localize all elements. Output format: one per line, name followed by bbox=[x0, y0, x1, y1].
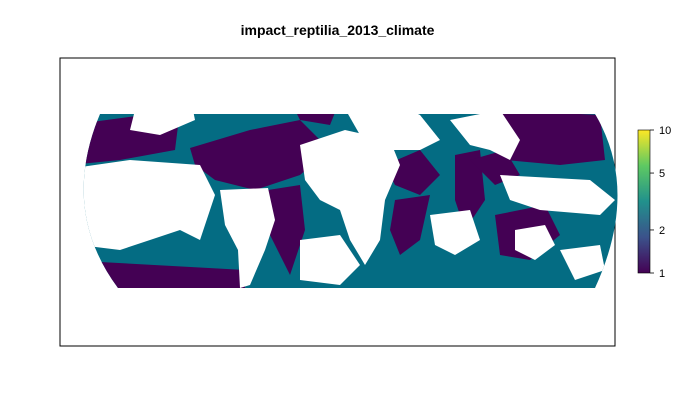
legend-tick-label: 2 bbox=[659, 225, 665, 237]
map-title: impact_reptilia_2013_climate bbox=[240, 22, 435, 38]
legend-tick-label: 5 bbox=[659, 168, 665, 180]
legend-colorbar bbox=[637, 129, 651, 274]
legend-tick-label: 1 bbox=[659, 268, 665, 280]
world-map bbox=[83, 114, 618, 288]
land-regions bbox=[83, 114, 615, 288]
legend-tick-label: 10 bbox=[659, 125, 671, 137]
color-legend: 10 5 2 1 bbox=[637, 125, 671, 280]
legend-ticks: 10 5 2 1 bbox=[650, 125, 671, 280]
